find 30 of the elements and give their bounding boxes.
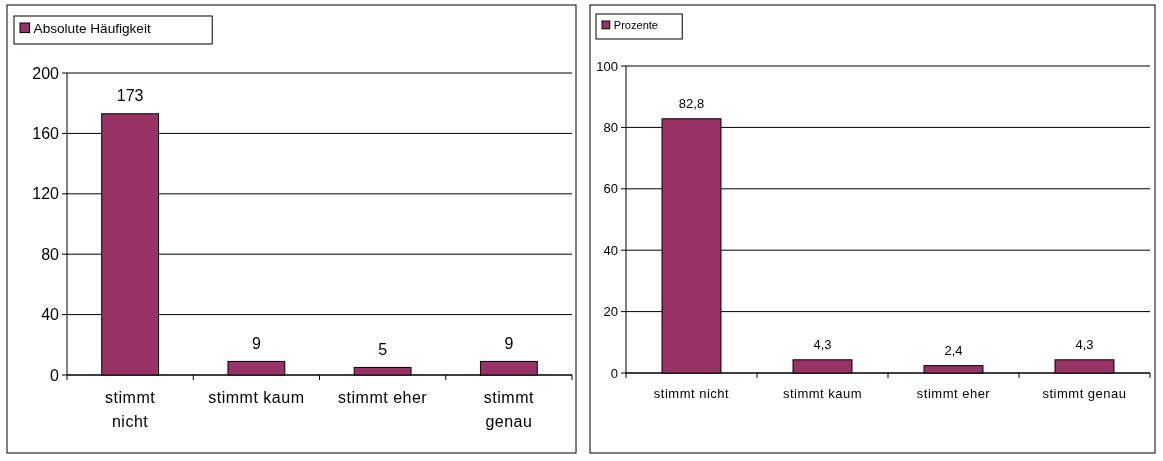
data-label: 4,3 bbox=[813, 337, 832, 353]
data-label: 5 bbox=[378, 340, 388, 358]
y-tick-label: 40 bbox=[41, 306, 60, 324]
y-tick-label: 0 bbox=[50, 366, 60, 384]
x-tick-label: stimmt kaum bbox=[782, 386, 863, 401]
x-tick-label: stimmt kaum bbox=[208, 389, 305, 406]
legend-label: Absolute Häufigkeit bbox=[33, 20, 151, 36]
x-tick-label: stimmt nicht bbox=[653, 386, 730, 401]
y-tick-label: 200 bbox=[32, 64, 60, 82]
legend-label: Prozente bbox=[613, 18, 659, 31]
data-label: 82,8 bbox=[678, 96, 705, 112]
y-tick-label: 100 bbox=[596, 58, 618, 74]
y-tick-label: 80 bbox=[603, 119, 618, 135]
y-tick-label: 0 bbox=[610, 365, 618, 381]
data-label: 2,4 bbox=[944, 343, 963, 359]
x-tick-label: stimmt genau bbox=[1042, 386, 1127, 401]
x-tick-label: stimmt genau bbox=[483, 389, 534, 430]
y-tick-label: 60 bbox=[603, 181, 618, 197]
x-tick-label: stimmt nicht bbox=[105, 389, 156, 430]
y-tick-label: 40 bbox=[603, 242, 618, 258]
y-tick-label: 20 bbox=[603, 304, 618, 320]
data-label: 9 bbox=[251, 334, 261, 352]
data-label: 4,3 bbox=[1075, 337, 1094, 353]
y-tick-label: 120 bbox=[32, 185, 60, 203]
y-tick-label: 80 bbox=[41, 245, 60, 263]
y-tick-label: 160 bbox=[32, 125, 60, 142]
x-tick-label: stimmt eher bbox=[916, 386, 991, 401]
x-tick-label: stimmt eher bbox=[338, 389, 428, 406]
data-label: 173 bbox=[116, 86, 144, 104]
data-label: 9 bbox=[504, 334, 514, 352]
